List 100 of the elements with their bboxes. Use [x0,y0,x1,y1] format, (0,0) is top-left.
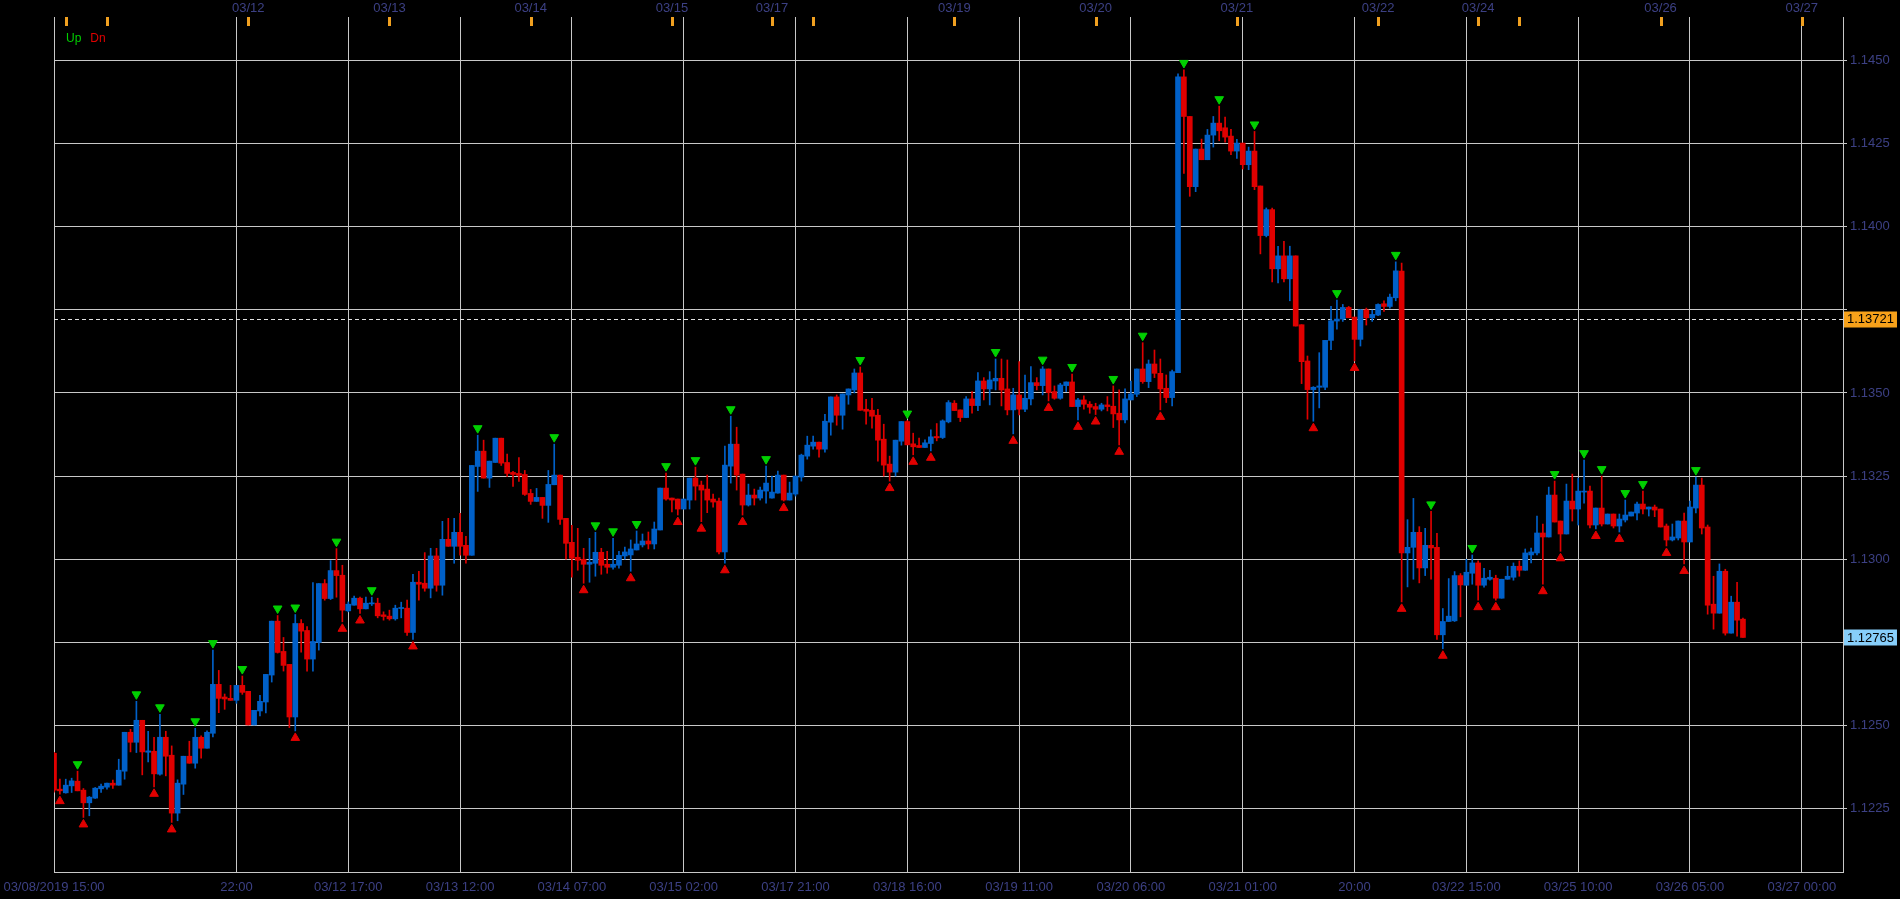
point [190,718,201,727]
point [631,521,642,530]
point [1549,471,1560,480]
candlestick [145,730,151,763]
x-tick-label: 03/15 02:00 [649,878,719,894]
x-tick-label: 03/19 11:00 [985,878,1053,894]
point [290,732,301,741]
candlestick [1640,490,1646,515]
point [549,434,560,443]
point [1614,533,1625,542]
point [155,704,165,713]
x-tick-label: 20:00 [1338,878,1371,894]
point [661,463,671,472]
point [337,623,348,632]
x-tick-label: 03/12 17:00 [313,878,383,894]
text: 03/17 [755,0,789,15]
x-tick-label: 22:00 [220,878,253,894]
point [1538,585,1548,595]
x-tick-label: 03/26 05:00 [1655,878,1725,894]
point [625,572,636,582]
point [1308,422,1319,432]
y-tick-label: 1.1225 [1850,800,1890,816]
y-tick-label: 1.1325 [1850,467,1890,483]
text: 03/12 [231,0,265,15]
x-tick-label: 03/21 01:00 [1208,878,1278,894]
ref-line-label: 1.13721 [1847,311,1894,327]
point [1396,603,1407,612]
point [78,818,89,828]
point [1467,544,1478,554]
point [690,457,701,466]
point [1137,332,1148,342]
point [608,528,618,537]
point [366,587,377,596]
point [1596,466,1607,475]
text: 03/14 [514,0,547,15]
point [1249,121,1260,130]
point [290,604,301,614]
point [578,584,589,594]
text: 03/24 [1461,0,1495,15]
point [720,564,730,574]
x-tick-label: 03/25 10:00 [1543,878,1613,894]
point [902,410,913,420]
point [1073,421,1083,430]
point [908,456,919,465]
candlestick [1569,473,1576,522]
point [1067,363,1077,373]
point [237,666,248,675]
point [1691,467,1701,476]
point [1390,251,1401,261]
x-tick-label: 03/17 21:00 [761,878,830,894]
text: 03/21 [1220,0,1254,15]
point [990,349,1001,358]
point [1043,402,1054,411]
point [778,502,789,512]
point [149,788,159,797]
text: 03/13 [373,0,406,15]
point [208,640,218,649]
x-tick-label: 03/13 12:00 [425,878,495,894]
point [1108,375,1119,385]
point [472,425,483,434]
point [884,482,895,492]
x-tick-label: 03/20 06:00 [1096,878,1166,894]
point [1638,481,1648,490]
text: 03/20 [1079,0,1112,15]
point [1620,490,1631,499]
candlestick [933,423,940,442]
x-tick-label: 03/18 16:00 [872,878,942,894]
point [355,614,365,624]
text: 03/27 [1785,0,1819,15]
point [1008,435,1019,444]
point [737,516,748,526]
point [761,456,771,465]
y-tick-label: 1.1450 [1850,51,1890,67]
point [331,538,342,548]
text: Up [66,31,82,46]
y-tick-label: 1.1250 [1850,717,1890,733]
point [725,406,736,415]
x-tick-label: 03/08/2019 15:00 [3,878,105,894]
y-tick-label: 1.1300 [1850,550,1890,566]
point [926,452,936,461]
point [1679,565,1689,574]
point [1579,450,1589,459]
x-tick-label: 03/14 07:00 [537,878,607,894]
point [166,823,177,833]
point [672,516,683,526]
text: 03/19 [938,0,971,15]
y-tick-label: 1.1425 [1850,135,1890,150]
point [1090,416,1101,425]
x-tick-label: 03/27 00:00 [1767,878,1837,894]
point [1426,501,1436,510]
point [55,795,65,805]
y-tick-label: 1.1350 [1850,384,1890,400]
point [408,640,418,650]
point [696,523,707,532]
point [1473,601,1483,611]
point [855,357,866,366]
point [1332,290,1342,299]
point [1555,552,1566,562]
point [272,605,283,615]
point [1661,547,1672,556]
